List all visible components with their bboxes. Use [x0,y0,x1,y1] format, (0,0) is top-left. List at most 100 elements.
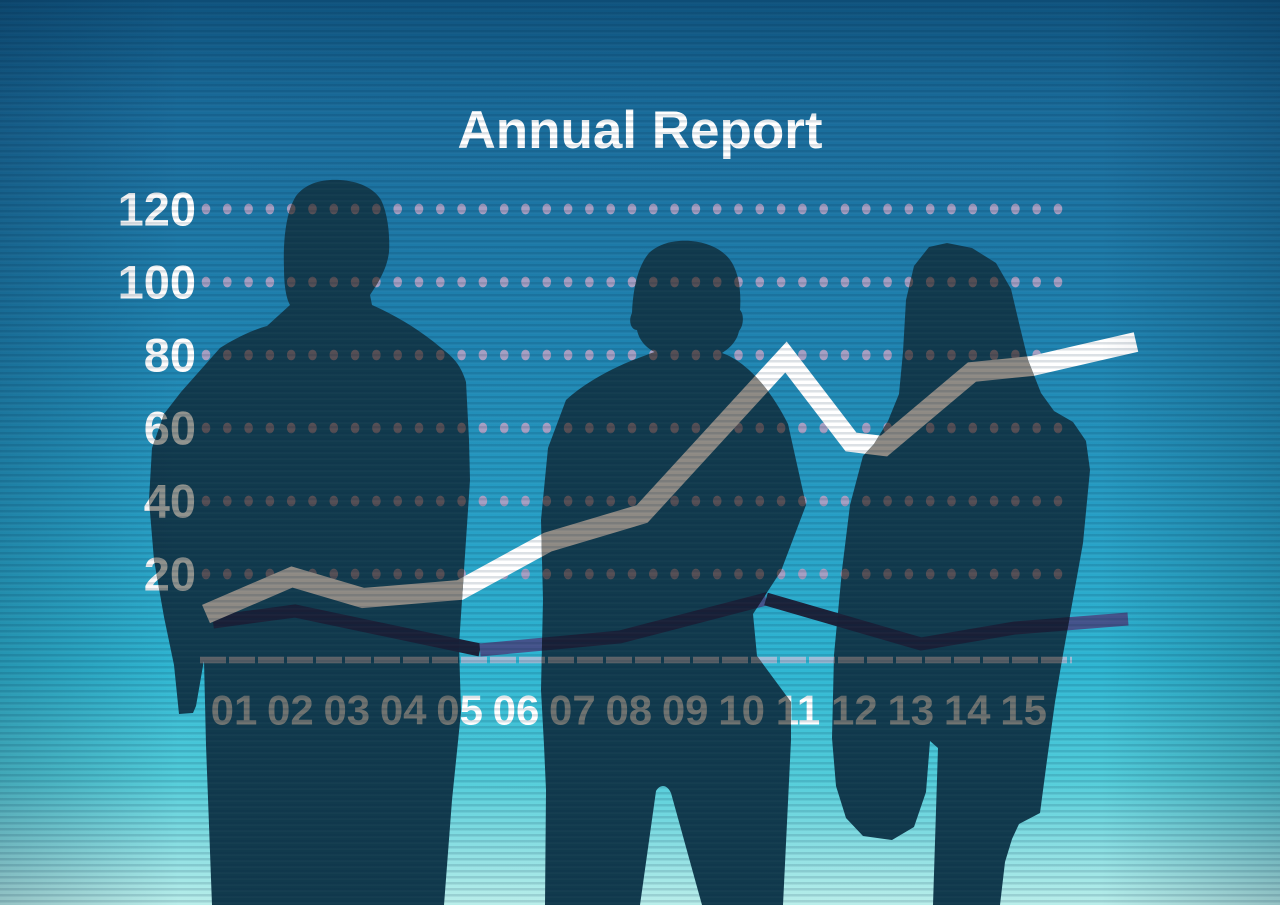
grid-dot [521,422,530,434]
grid-dot [1053,495,1063,507]
grid-dot [393,495,403,507]
grid-dot [265,422,275,434]
grid-dot [968,203,978,215]
grid-dot [798,349,807,361]
grid-dot [521,203,530,215]
grid-dot [840,203,850,215]
grid-dot [308,422,317,434]
grid-dot [585,349,594,361]
grid-dot [414,276,424,288]
grid-dot [840,495,850,507]
grid-dot [670,276,679,288]
grid-dot [372,568,381,580]
grid-dot [925,203,935,215]
grid-dot [925,495,935,507]
grid-dot [734,349,743,361]
grid-dot [223,568,232,580]
grid-dot [862,349,871,361]
grid-dot [542,203,552,215]
grid-dot [563,203,573,215]
grid-dot [457,422,466,434]
grid-dot [989,349,999,361]
grid-dot [925,349,935,361]
grid-dot [862,495,871,507]
grid-dot [308,203,317,215]
grid-dot [478,203,488,215]
grid-dot [968,568,978,580]
grid-dot [862,203,871,215]
grid-dot [329,349,339,361]
page-title: Annual Report [457,101,823,160]
x-axis-label: 08 [605,687,652,734]
grid-dot [201,276,211,288]
grid-dot [819,203,828,215]
grid-dot [968,349,978,361]
grid-dot [414,349,424,361]
grid-dot [329,203,339,215]
grid-dot [968,276,978,288]
grid-dot [499,422,509,434]
grid-dot [201,349,211,361]
grid-dot [734,495,743,507]
grid-dot [542,568,552,580]
grid-dot [734,203,743,215]
grid-dot [840,568,850,580]
grid-dot [585,203,594,215]
grid-dot [542,495,552,507]
grid-dot [606,568,615,580]
grid-dot [776,495,786,507]
grid-dot [563,276,573,288]
grid-dot [819,349,828,361]
grid-dot [670,568,679,580]
grid-dot [201,495,211,507]
grid-dot [691,495,701,507]
grid-dot [563,422,573,434]
grid-dot [883,349,892,361]
grid-dot [712,276,722,288]
grid-dot [436,568,445,580]
grid-dot [329,422,339,434]
grid-dot [244,495,253,507]
grid-dot [1032,495,1041,507]
grid-dot [989,495,999,507]
grid-dot [308,495,317,507]
grid-dot [372,422,381,434]
grid-dot [691,276,701,288]
grid-dot [457,203,466,215]
grid-dot [989,568,999,580]
grid-dot [862,422,871,434]
grid-dot [755,568,765,580]
grid-dot [989,203,999,215]
grid-dot [691,422,701,434]
grid-dot [457,276,466,288]
grid-dot [712,349,722,361]
grid-dot [606,422,615,434]
grid-dot [1032,276,1041,288]
grid-dot [968,495,978,507]
grid-dot [372,203,381,215]
grid-dot [414,422,424,434]
grid-dot [947,276,956,288]
grid-dot [393,276,403,288]
grid-dot [457,349,466,361]
grid-dot [521,276,530,288]
grid-dot [201,568,211,580]
grid-dot [883,203,892,215]
grid-dot [329,495,339,507]
grid-dot [904,495,914,507]
grid-dot [606,495,615,507]
grid-dot [478,495,488,507]
grid-dot [1053,203,1063,215]
x-axis-label: 15 [1000,687,1047,734]
grid-dot [883,276,892,288]
grid-dot [201,203,211,215]
grid-dot [840,349,850,361]
grid-dot [223,495,232,507]
grid-dot [670,495,679,507]
grid-dot [244,349,253,361]
grid-dot [350,203,360,215]
x-axis-label: 14 [944,687,991,734]
grid-dot [776,276,786,288]
grid-dot [649,568,658,580]
